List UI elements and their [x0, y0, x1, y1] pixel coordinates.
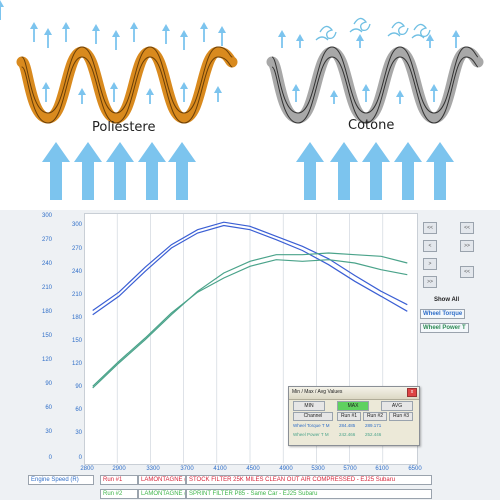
cotton-fabric	[266, 46, 484, 124]
filter-illustration	[0, 0, 484, 200]
run2-header: Run #2	[363, 412, 387, 421]
pan-button[interactable]: <<	[460, 266, 474, 278]
dialog-title: Min / Max / Avg Values	[289, 387, 419, 400]
y-tick-label: 240	[41, 261, 52, 267]
x-tick-label: 4500	[246, 466, 260, 472]
zoom-in-button[interactable]: <<	[460, 222, 474, 234]
row-value: 252.446	[365, 432, 382, 437]
y-tick-label: 120	[41, 357, 52, 363]
y-tick-label: 0	[48, 455, 52, 461]
series-line-4	[92, 252, 408, 389]
x-tick-label: 3300	[146, 466, 160, 472]
run-1-label[interactable]: Run #1	[100, 475, 138, 485]
y-tick-label: 30	[75, 430, 82, 436]
zoom-out-button[interactable]: >>	[460, 240, 474, 252]
series-line-1	[92, 224, 408, 316]
run-1-description: STOCK FILTER 25K MILES CLEAN OUT AIR COM…	[186, 475, 432, 485]
cotton-airflow-arrows	[278, 30, 460, 104]
y-tick-label: 150	[71, 338, 82, 344]
y-tick-label: 150	[41, 333, 52, 339]
x-axis-channel-label[interactable]: Engine Speed (R)	[28, 475, 94, 485]
x-tick-label: 3700	[180, 466, 194, 472]
min-button[interactable]: MIN	[293, 401, 325, 411]
scroll-last-button[interactable]: >>	[423, 276, 437, 288]
row-value: 289.171	[365, 423, 382, 428]
y-tick-label: 300	[41, 213, 52, 219]
max-button[interactable]: MAX	[337, 401, 369, 411]
y-tick-label: 60	[45, 405, 52, 411]
up-arrow-icon	[0, 0, 4, 20]
run-2-name: LAMONTAGNE (LAMC	[138, 489, 186, 499]
y-tick-label: 270	[71, 246, 82, 252]
y-tick-label: 180	[71, 315, 82, 321]
polyester-airflow-arrows	[30, 22, 226, 104]
series-line-2	[92, 221, 408, 311]
x-tick-label: 4900	[279, 466, 293, 472]
y-tick-label: 120	[71, 361, 82, 367]
scroll-next-button[interactable]: >	[423, 258, 437, 270]
y-tick-label: 210	[41, 285, 52, 291]
y-tick-label: 240	[71, 269, 82, 275]
run1-header: Run #1	[337, 412, 361, 421]
legend-wheel-torque[interactable]: Wheel Torque	[420, 309, 466, 319]
polyester-label: Poliestere	[92, 120, 156, 135]
scroll-prev-button[interactable]: <	[423, 240, 437, 252]
series-line-3	[92, 259, 408, 387]
row-channel: Wheel Power T M	[293, 432, 329, 437]
x-tick-label: 5300	[311, 466, 325, 472]
show-all-button[interactable]: Show All	[434, 297, 460, 303]
row-value: 284.485	[339, 423, 356, 428]
x-tick-label: 4100	[213, 466, 227, 472]
avg-button[interactable]: AVG	[381, 401, 413, 411]
y-tick-label: 30	[45, 429, 52, 435]
polyester-fabric	[16, 46, 238, 124]
row-value: 242.466	[339, 432, 356, 437]
y-tick-label: 60	[75, 407, 82, 413]
channel-header: Channel	[293, 412, 333, 421]
y-tick-label: 90	[45, 381, 52, 387]
run-2-description: SPRINT FILTER P85 - Same Car - EJ25 Suba…	[186, 489, 432, 499]
run3-header: Run #3	[389, 412, 413, 421]
close-icon[interactable]: x	[407, 388, 417, 397]
dyno-chart	[92, 213, 408, 463]
y-tick-label: 0	[78, 455, 82, 461]
row-channel: Wheel Torque T M	[293, 423, 330, 428]
scroll-first-button[interactable]: <<	[423, 222, 437, 234]
dust-swirl-icon	[315, 17, 431, 41]
run-2-label[interactable]: Run #2	[100, 489, 138, 499]
cotton-label: Cotone	[348, 118, 395, 133]
y-tick-label: 180	[41, 309, 52, 315]
x-tick-label: 2900	[112, 466, 126, 472]
y-tick-label: 210	[71, 292, 82, 298]
x-tick-label: 6100	[375, 466, 389, 472]
y-tick-label: 270	[41, 237, 52, 243]
y-tick-label: 90	[75, 384, 82, 390]
min-max-avg-dialog: Min / Max / Avg Values x MIN MAX AVG Cha…	[288, 386, 420, 446]
y-tick-label: 300	[71, 222, 82, 228]
x-tick-label: 5700	[343, 466, 357, 472]
run-1-name: LAMONTAGNE (LAMC	[138, 475, 186, 485]
legend-wheel-power[interactable]: Wheel Power T	[420, 323, 469, 333]
x-tick-label: 2800	[80, 466, 94, 472]
large-up-arrow-icon	[42, 142, 454, 200]
x-tick-label: 6500	[408, 466, 422, 472]
